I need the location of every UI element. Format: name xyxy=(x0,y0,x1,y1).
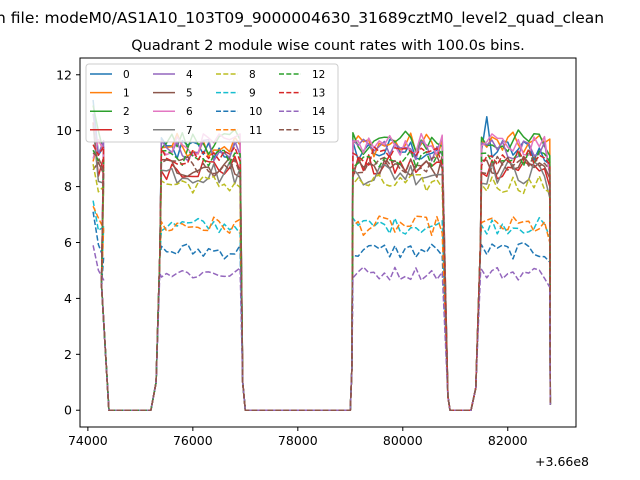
series-8-line xyxy=(92,164,552,411)
y-tick-label: 12 xyxy=(56,67,72,82)
legend-label-9: 9 xyxy=(249,88,256,100)
y-tick-label: 8 xyxy=(64,179,72,194)
legend-label-12: 12 xyxy=(312,69,325,81)
legend-label-0: 0 xyxy=(123,69,130,81)
legend-label-5: 5 xyxy=(186,88,193,100)
chart-suptitle: n file: modeM0/AS1A10_103T09_9000004630_… xyxy=(0,9,604,28)
y-tick-label: 2 xyxy=(64,347,72,362)
legend-label-15: 15 xyxy=(312,125,325,137)
x-tick-label: 76000 xyxy=(173,433,213,448)
legend-label-3: 3 xyxy=(123,125,130,137)
series-0-line xyxy=(92,99,552,411)
y-tick-label: 6 xyxy=(64,235,72,250)
series-9-line xyxy=(92,200,552,411)
legend-label-14: 14 xyxy=(312,106,326,118)
x-tick-label: 82000 xyxy=(488,433,528,448)
legend-label-1: 1 xyxy=(123,88,130,100)
legend-label-11: 11 xyxy=(249,125,262,137)
series-7-line xyxy=(92,125,552,411)
series-5-line xyxy=(92,155,552,411)
chart-title: Quadrant 2 module wise count rates with … xyxy=(131,38,525,54)
legend-label-6: 6 xyxy=(186,106,193,118)
legend-label-4: 4 xyxy=(186,69,193,81)
series-14-line xyxy=(92,245,552,411)
series-15-line xyxy=(92,152,552,411)
y-tick-label: 0 xyxy=(64,403,72,418)
legend-label-7: 7 xyxy=(186,125,193,137)
legend-label-10: 10 xyxy=(249,106,262,118)
legend-box xyxy=(85,63,339,143)
series-layer xyxy=(92,99,552,411)
legend-label-2: 2 xyxy=(123,106,130,118)
series-11-line xyxy=(92,205,552,411)
y-tick-label: 4 xyxy=(64,291,72,306)
legend-label-8: 8 xyxy=(249,69,256,81)
y-tick-label: 10 xyxy=(56,123,72,138)
series-10-line xyxy=(92,211,552,411)
legend-label-13: 13 xyxy=(312,88,325,100)
x-tick-label: 74000 xyxy=(68,433,108,448)
series-13-line xyxy=(92,144,552,411)
x-tick-label: 80000 xyxy=(383,433,423,448)
x-offset-label: +3.66e8 xyxy=(535,454,589,469)
x-tick-label: 78000 xyxy=(278,433,318,448)
